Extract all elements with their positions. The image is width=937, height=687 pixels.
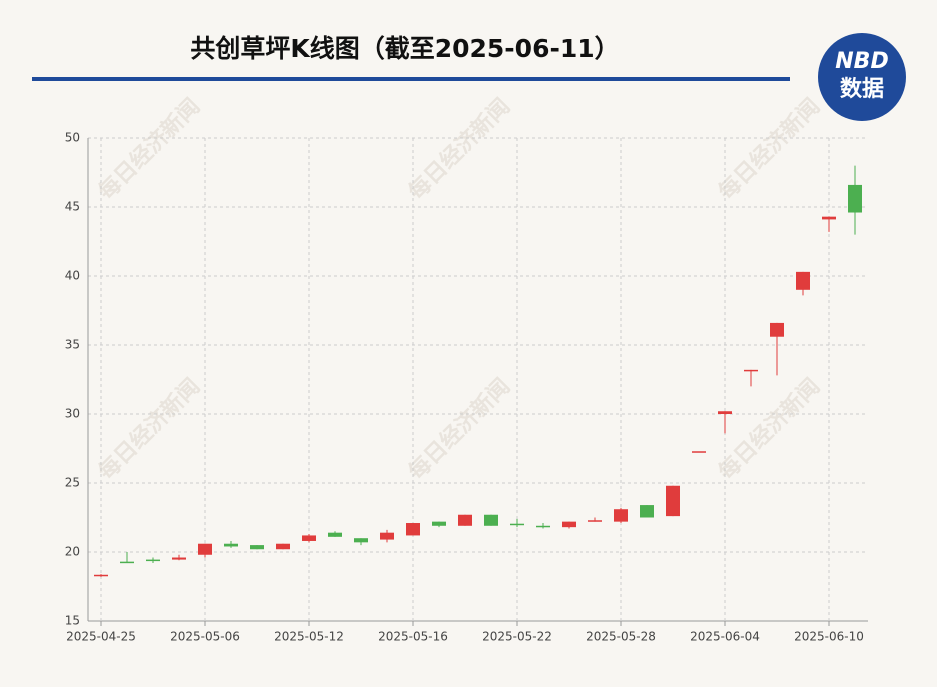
candle-body xyxy=(796,271,810,290)
candle-body xyxy=(94,574,108,577)
candle-body xyxy=(770,322,784,337)
x-tick-label: 2025-05-06 xyxy=(170,630,240,644)
y-tick-label: 45 xyxy=(65,200,80,214)
candle-body xyxy=(198,543,212,555)
x-tick-label: 2025-05-28 xyxy=(586,630,656,644)
candle-body xyxy=(224,543,238,547)
candle-body xyxy=(172,557,186,560)
chart-title: 共创草坪K线图（截至2025-06-11） xyxy=(190,34,619,63)
candle-body xyxy=(588,520,602,522)
x-tick-label: 2025-06-04 xyxy=(690,630,760,644)
candle-body xyxy=(510,523,524,526)
y-tick-label: 50 xyxy=(65,131,80,145)
candle-body xyxy=(458,514,472,526)
x-tick-label: 2025-05-12 xyxy=(274,630,344,644)
candle-body xyxy=(484,514,498,526)
candle-body xyxy=(744,369,758,372)
y-tick-label: 15 xyxy=(65,614,80,628)
candle-body xyxy=(666,485,680,517)
x-tick-label: 2025-04-25 xyxy=(66,630,136,644)
candle-body xyxy=(380,532,394,540)
candle-body xyxy=(432,521,446,526)
candle-body xyxy=(328,532,342,537)
candle-body xyxy=(302,535,316,541)
candle-body xyxy=(718,411,732,414)
logo xyxy=(818,33,906,121)
candle-body xyxy=(250,545,264,550)
title-underline xyxy=(32,77,790,81)
y-tick-label: 20 xyxy=(65,545,80,559)
y-tick-label: 30 xyxy=(65,407,80,421)
x-tick-label: 2025-06-10 xyxy=(794,630,864,644)
y-tick-label: 25 xyxy=(65,476,80,490)
candle-body xyxy=(146,559,160,562)
x-tick-label: 2025-05-16 xyxy=(378,630,448,644)
candle-body xyxy=(822,216,836,220)
logo-top: NBD xyxy=(835,49,888,74)
candle-body xyxy=(276,543,290,550)
candle-body xyxy=(692,451,706,453)
candle-body xyxy=(848,184,862,213)
candle-body xyxy=(120,561,134,564)
candle-body xyxy=(614,509,628,522)
plot: 15 20 25 30 35 40 45 50 2025-04-25 2025-05-06 2025… xyxy=(65,131,868,644)
candle-body xyxy=(640,505,654,518)
candle-body xyxy=(406,523,420,536)
candle-body xyxy=(536,525,550,528)
candle-body xyxy=(562,521,576,528)
logo-bottom: 数据 xyxy=(840,76,884,102)
y-tick-label: 35 xyxy=(65,338,80,352)
candle-body xyxy=(354,538,368,543)
y-tick-label: 40 xyxy=(65,269,80,283)
x-tick-label: 2025-05-22 xyxy=(482,630,552,644)
